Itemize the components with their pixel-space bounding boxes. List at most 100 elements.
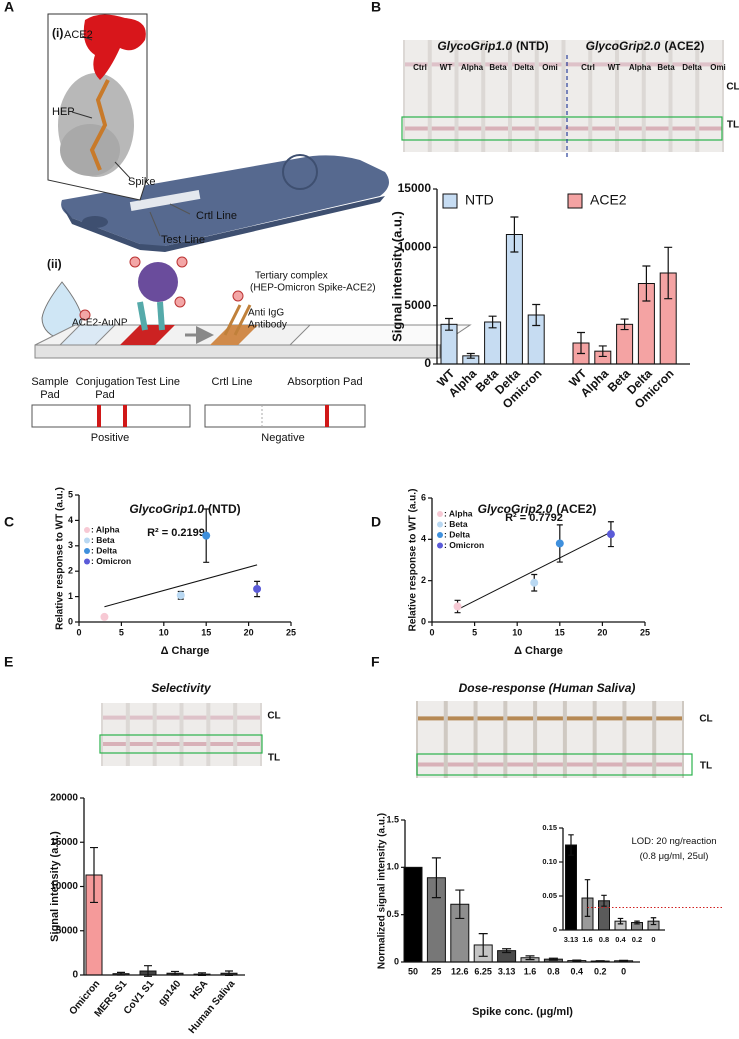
- y-tick-label: 5: [68, 489, 73, 499]
- error-bar: [601, 894, 607, 901]
- x-tick-label: gp140: [156, 978, 183, 1008]
- strip-lane: [619, 40, 642, 152]
- control-band: [592, 62, 615, 67]
- pointer: [114, 161, 131, 179]
- lane-label: WT: [440, 63, 453, 72]
- y-tick-label: 5000: [404, 298, 431, 312]
- strip-lane: [538, 40, 562, 152]
- title-italic: GlycoGrip2.0: [478, 502, 553, 516]
- absorption-pad: [288, 324, 472, 346]
- x-tick-label: HSA: [188, 979, 210, 1002]
- x-tick-label: 25: [431, 966, 441, 976]
- strip-lane: [699, 40, 722, 152]
- x-tick-label: 12.6: [451, 966, 469, 976]
- y-tick-label: 0: [72, 970, 78, 981]
- control-band: [458, 62, 482, 67]
- point: [176, 591, 185, 600]
- bar: [616, 323, 634, 365]
- error-bar: [171, 970, 179, 974]
- control-band: [596, 716, 623, 721]
- error-bar: [548, 959, 558, 961]
- control-band: [129, 715, 153, 720]
- strip-label: TL: [268, 753, 280, 764]
- test-band: [596, 762, 623, 767]
- error-bar: [117, 971, 125, 974]
- error-bar: [431, 857, 441, 878]
- test-band: [699, 126, 722, 131]
- panel-label: A: [4, 0, 14, 15]
- illustration-ii: (ii) Tertiary complex (HEP-Omicron Spike…: [31, 256, 472, 444]
- test-band: [183, 742, 207, 746]
- legend-label: : Beta: [444, 519, 468, 529]
- control-band: [566, 716, 593, 721]
- error-bar: [664, 273, 673, 300]
- error-bar: [478, 933, 488, 945]
- control-band: [699, 62, 722, 67]
- error-bar: [478, 944, 488, 957]
- error-bar: [548, 957, 558, 960]
- error-bar: [568, 845, 574, 856]
- x-tick-label: 6.25: [474, 966, 492, 976]
- test-band: [512, 126, 535, 131]
- error-bar: [455, 904, 465, 920]
- control-band: [447, 716, 474, 721]
- test-band: [431, 126, 455, 131]
- x-tick-label: 1.6: [582, 935, 592, 944]
- y-tick-label: 0: [424, 356, 431, 370]
- legend-label: ACE2: [590, 192, 627, 208]
- label: Positive: [91, 432, 130, 444]
- test-band: [477, 762, 504, 767]
- test-band: [626, 762, 653, 767]
- test-band: [645, 126, 669, 131]
- control-band: [418, 716, 444, 721]
- x-tick-label: 10: [159, 627, 169, 637]
- error-bar: [617, 917, 624, 922]
- y-tick-label: 4: [68, 515, 73, 525]
- strip-lane: [645, 40, 669, 152]
- control-band: [405, 62, 428, 67]
- x-tick-label: 0.8: [599, 935, 609, 944]
- title-suffix: (NTD): [516, 39, 549, 53]
- control-band: [103, 715, 126, 720]
- legend-marker: [84, 558, 90, 565]
- y-tick-label: 0: [421, 616, 426, 626]
- tl-box: [99, 734, 263, 754]
- strip-photo: [403, 40, 724, 152]
- cassette-window: [129, 189, 201, 212]
- x-tick-label: 20: [597, 627, 607, 637]
- error-bar: [642, 265, 651, 284]
- title-italic: GlycoGrip1.0: [437, 39, 512, 53]
- lane-label: Ctrl: [581, 63, 595, 72]
- lane-label: WT: [608, 63, 621, 72]
- control-band: [507, 716, 534, 721]
- y-tick-label: 3: [68, 540, 73, 550]
- error-bar: [532, 303, 541, 315]
- control-band: [210, 715, 234, 720]
- illustration-i: (i) ACE2 HEP Spike Crtl Line Test Line: [47, 13, 389, 252]
- pointer: [71, 111, 93, 119]
- strip-label: CL: [267, 711, 280, 722]
- control-band: [156, 715, 180, 720]
- lane-label: Ctrl: [413, 63, 427, 72]
- lane-label: Omi: [710, 63, 726, 72]
- error-bar: [225, 970, 233, 974]
- legend-swatch: [442, 193, 458, 209]
- x-tick-label: 3.13: [564, 935, 579, 944]
- error-bar: [466, 352, 475, 356]
- test-band: [237, 742, 260, 746]
- chart-title: GlycoGrip2.0 (ACE2): [478, 502, 597, 516]
- lane-label: Delta: [682, 63, 702, 72]
- strip-lane: [405, 40, 428, 152]
- legend-label: : Delta: [91, 545, 117, 555]
- annotation: (0.8 μg/ml, 25ul): [640, 851, 709, 862]
- strip-label: CL: [726, 82, 739, 93]
- y-tick-label: 4: [421, 534, 426, 544]
- test-band: [405, 126, 428, 131]
- test-band: [156, 742, 180, 746]
- label: HEP: [52, 106, 75, 118]
- x-tick-label: 50: [408, 966, 418, 976]
- annotation: LOD: 20 ng/reaction: [631, 836, 716, 847]
- legend-swatch: [567, 193, 583, 209]
- cassette: [61, 155, 389, 248]
- title-suffix: (ACE2): [664, 39, 704, 53]
